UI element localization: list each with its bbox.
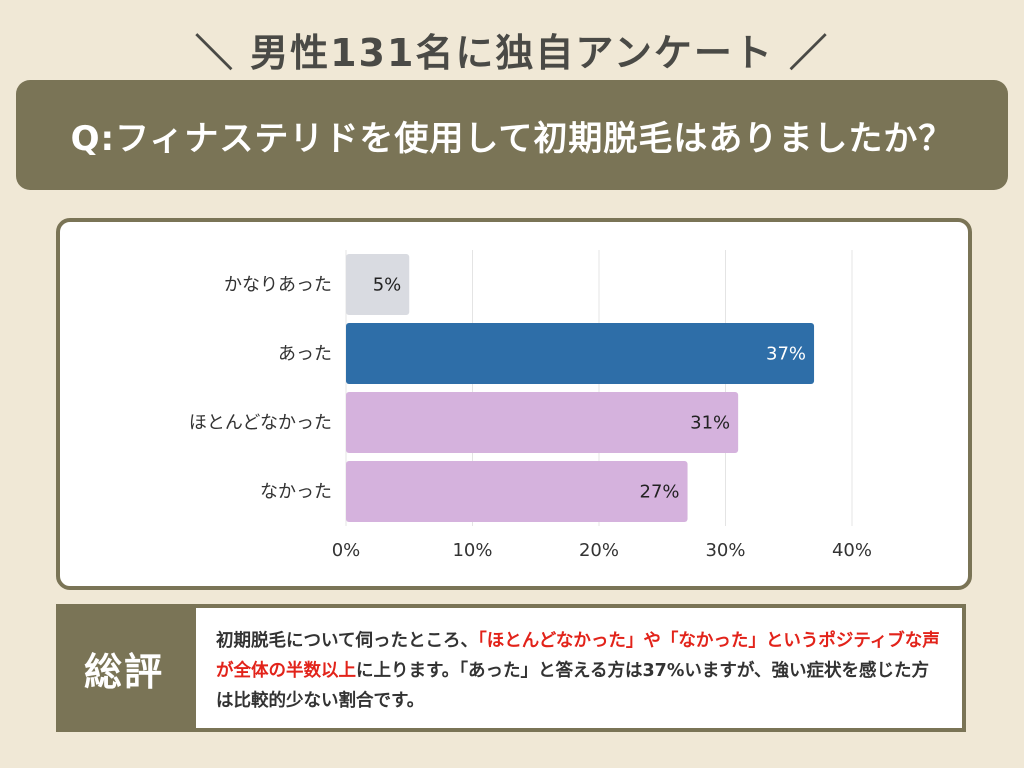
summary-highlight-2: 「なかった」というポジティブな声が全体の半数以上	[216, 631, 940, 681]
category-label: ほとんどなかった	[189, 413, 332, 434]
chart-card: かなりあったあったほとんどなかったなかった 5% 37% 31% 27% 0% 10% 2…	[56, 218, 972, 590]
bars	[346, 254, 815, 522]
value-label: 37%	[766, 344, 806, 365]
x-tick-label: 20%	[579, 540, 619, 561]
bar	[346, 323, 815, 384]
x-tick-label: 30%	[705, 540, 745, 561]
category-label: なかった	[260, 482, 332, 503]
survey-heading: ＼ 男性131名に独自アンケート ／	[194, 31, 830, 75]
summary-highlight-1: 「ほとんどなかった」	[477, 631, 644, 651]
summary-text-3: に上ります。「あった」と答える方は37%いますが、強い症状を感じた方は比較的少な…	[216, 661, 930, 711]
summary-text-1: 初期脱毛について伺ったところ、	[216, 631, 478, 651]
bar	[346, 461, 688, 522]
value-labels: 5% 37% 31% 27%	[373, 275, 806, 503]
bar	[346, 392, 739, 453]
summary-box: 総評 初期脱毛について伺ったところ、「ほとんどなかった」や「なかった」というポジ…	[56, 604, 966, 732]
x-axis-ticks: 0% 10% 20% 30% 40%	[332, 540, 872, 561]
bar	[346, 254, 410, 315]
value-label: 31%	[690, 413, 730, 434]
summary-text-2: や	[643, 631, 661, 651]
summary-body: 初期脱毛について伺ったところ、「ほとんどなかった」や「なかった」というポジティブ…	[196, 608, 962, 728]
value-label: 27%	[640, 482, 680, 503]
category-label: あった	[278, 344, 332, 365]
value-label: 5%	[373, 275, 402, 296]
x-tick-label: 10%	[452, 540, 492, 561]
category-label: かなりあった	[224, 275, 332, 296]
x-tick-label: 0%	[332, 540, 361, 561]
question-text: Q:フィナステリドを使用して初期脱毛はありましたか？	[70, 118, 954, 159]
x-tick-label: 40%	[832, 540, 872, 561]
summary-title: 総評	[83, 649, 164, 694]
question-banner: Q:フィナステリドを使用して初期脱毛はありましたか？	[16, 80, 1008, 190]
